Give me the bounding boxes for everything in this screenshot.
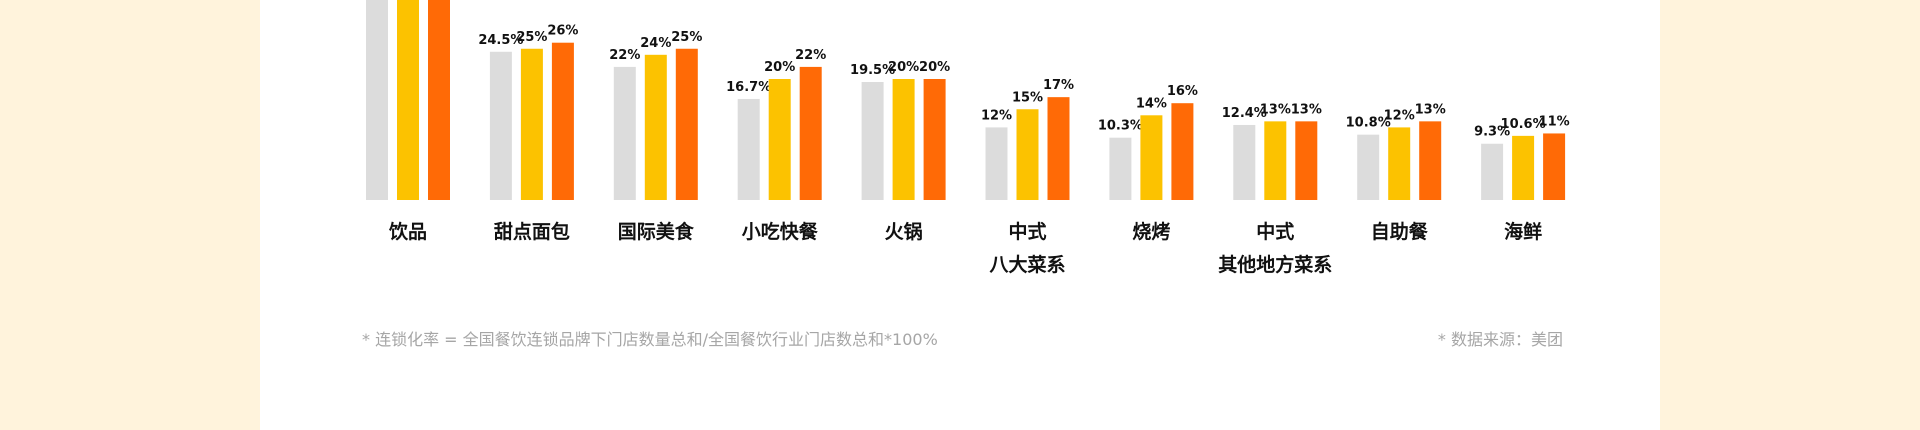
bar-c6-s1 <box>1140 115 1163 200</box>
bar-c7-s0 <box>1233 124 1256 200</box>
category-label-7-line-0: 中式 <box>1256 220 1294 243</box>
bar-c1-s0 <box>489 51 512 201</box>
value-label-c2-s2: 25% <box>671 30 702 45</box>
bar-c8-s2 <box>1419 121 1442 200</box>
value-label-c4-s1: 20% <box>888 60 919 75</box>
bar-c2-s0 <box>613 66 636 201</box>
value-label-c8-s1: 12% <box>1384 108 1415 123</box>
bar-c9-s2 <box>1543 133 1566 200</box>
bar-c8-s1 <box>1388 127 1411 200</box>
bar-c1-s1 <box>520 48 543 200</box>
bar-c0-s0 <box>366 0 388 200</box>
value-label-c1-s1: 25% <box>516 30 547 45</box>
bar-c7-s1 <box>1264 121 1287 200</box>
value-label-c8-s2: 13% <box>1415 102 1446 117</box>
bar-c4-s0 <box>861 82 884 200</box>
value-label-c1-s0: 24.5% <box>478 33 523 48</box>
category-label-9-line-0: 海鲜 <box>1504 220 1542 243</box>
category-label-8-line-0: 自助餐 <box>1371 220 1429 243</box>
category-label-5-line-0: 中式 <box>1008 220 1046 243</box>
chain-rate-footnote: * 连锁化率 = 全国餐饮连锁品牌下门店数量总和/全国餐饮行业门店数总和*100… <box>362 330 938 349</box>
value-label-c5-s2: 17% <box>1043 78 1074 93</box>
value-label-c6-s1: 14% <box>1136 96 1167 111</box>
value-label-c6-s0: 10.3% <box>1098 119 1143 134</box>
value-label-c9-s0: 9.3% <box>1474 125 1510 140</box>
bar-c5-s0 <box>985 127 1008 200</box>
category-label-0-line-0: 饮品 <box>388 220 427 243</box>
bar-c6-s2 <box>1171 103 1194 200</box>
value-label-c2-s0: 22% <box>609 48 640 63</box>
bar-c9-s1 <box>1512 135 1535 200</box>
value-label-c2-s1: 24% <box>640 36 671 51</box>
bar-c3-s1 <box>768 79 791 200</box>
bar-c9-s0 <box>1481 143 1504 200</box>
category-label-5-line-1: 八大菜系 <box>989 253 1065 276</box>
bar-c0-s1 <box>397 0 419 200</box>
value-label-c7-s0: 12.4% <box>1222 106 1267 121</box>
bar-c6-s0 <box>1109 137 1132 200</box>
value-label-c4-s0: 19.5% <box>850 63 895 78</box>
bar-c5-s1 <box>1016 109 1039 200</box>
category-label-4-line-0: 火锅 <box>885 220 923 243</box>
bar-c2-s1 <box>644 54 667 200</box>
category-label-2-line-0: 国际美食 <box>618 220 695 243</box>
bar-c4-s2 <box>923 79 946 200</box>
category-label-6-line-0: 烧烤 <box>1132 220 1170 243</box>
value-label-c9-s2: 11% <box>1539 114 1570 129</box>
value-label-c3-s1: 20% <box>764 60 795 75</box>
bar-c5-s2 <box>1047 97 1070 200</box>
bar-c3-s2 <box>799 66 822 201</box>
bar-c1-s2 <box>551 42 574 201</box>
bar-c3-s0 <box>737 98 760 200</box>
bar-c0-s2 <box>428 0 450 200</box>
bar-c7-s2 <box>1295 121 1318 200</box>
data-source-footnote: * 数据来源：美团 <box>1437 330 1563 349</box>
category-label-7-line-1: 其他地方菜系 <box>1218 253 1332 276</box>
value-label-c7-s1: 13% <box>1260 102 1291 117</box>
value-label-c5-s0: 12% <box>981 108 1012 123</box>
bar-c8-s0 <box>1357 134 1380 200</box>
value-label-c3-s0: 16.7% <box>726 80 771 95</box>
bar-c2-s2 <box>675 48 698 200</box>
value-label-c6-s2: 16% <box>1167 84 1198 99</box>
bar-c4-s1 <box>892 79 915 200</box>
value-label-c5-s1: 15% <box>1012 90 1043 105</box>
value-label-c9-s1: 10.6% <box>1501 117 1546 132</box>
value-label-c3-s2: 22% <box>795 48 826 63</box>
value-label-c4-s2: 20% <box>919 60 950 75</box>
category-label-1-line-0: 甜点面包 <box>494 220 570 243</box>
category-label-3-line-0: 小吃快餐 <box>742 220 819 243</box>
value-label-c7-s2: 13% <box>1291 102 1322 117</box>
value-label-c8-s0: 10.8% <box>1346 116 1391 131</box>
value-label-c1-s2: 26% <box>547 24 578 39</box>
